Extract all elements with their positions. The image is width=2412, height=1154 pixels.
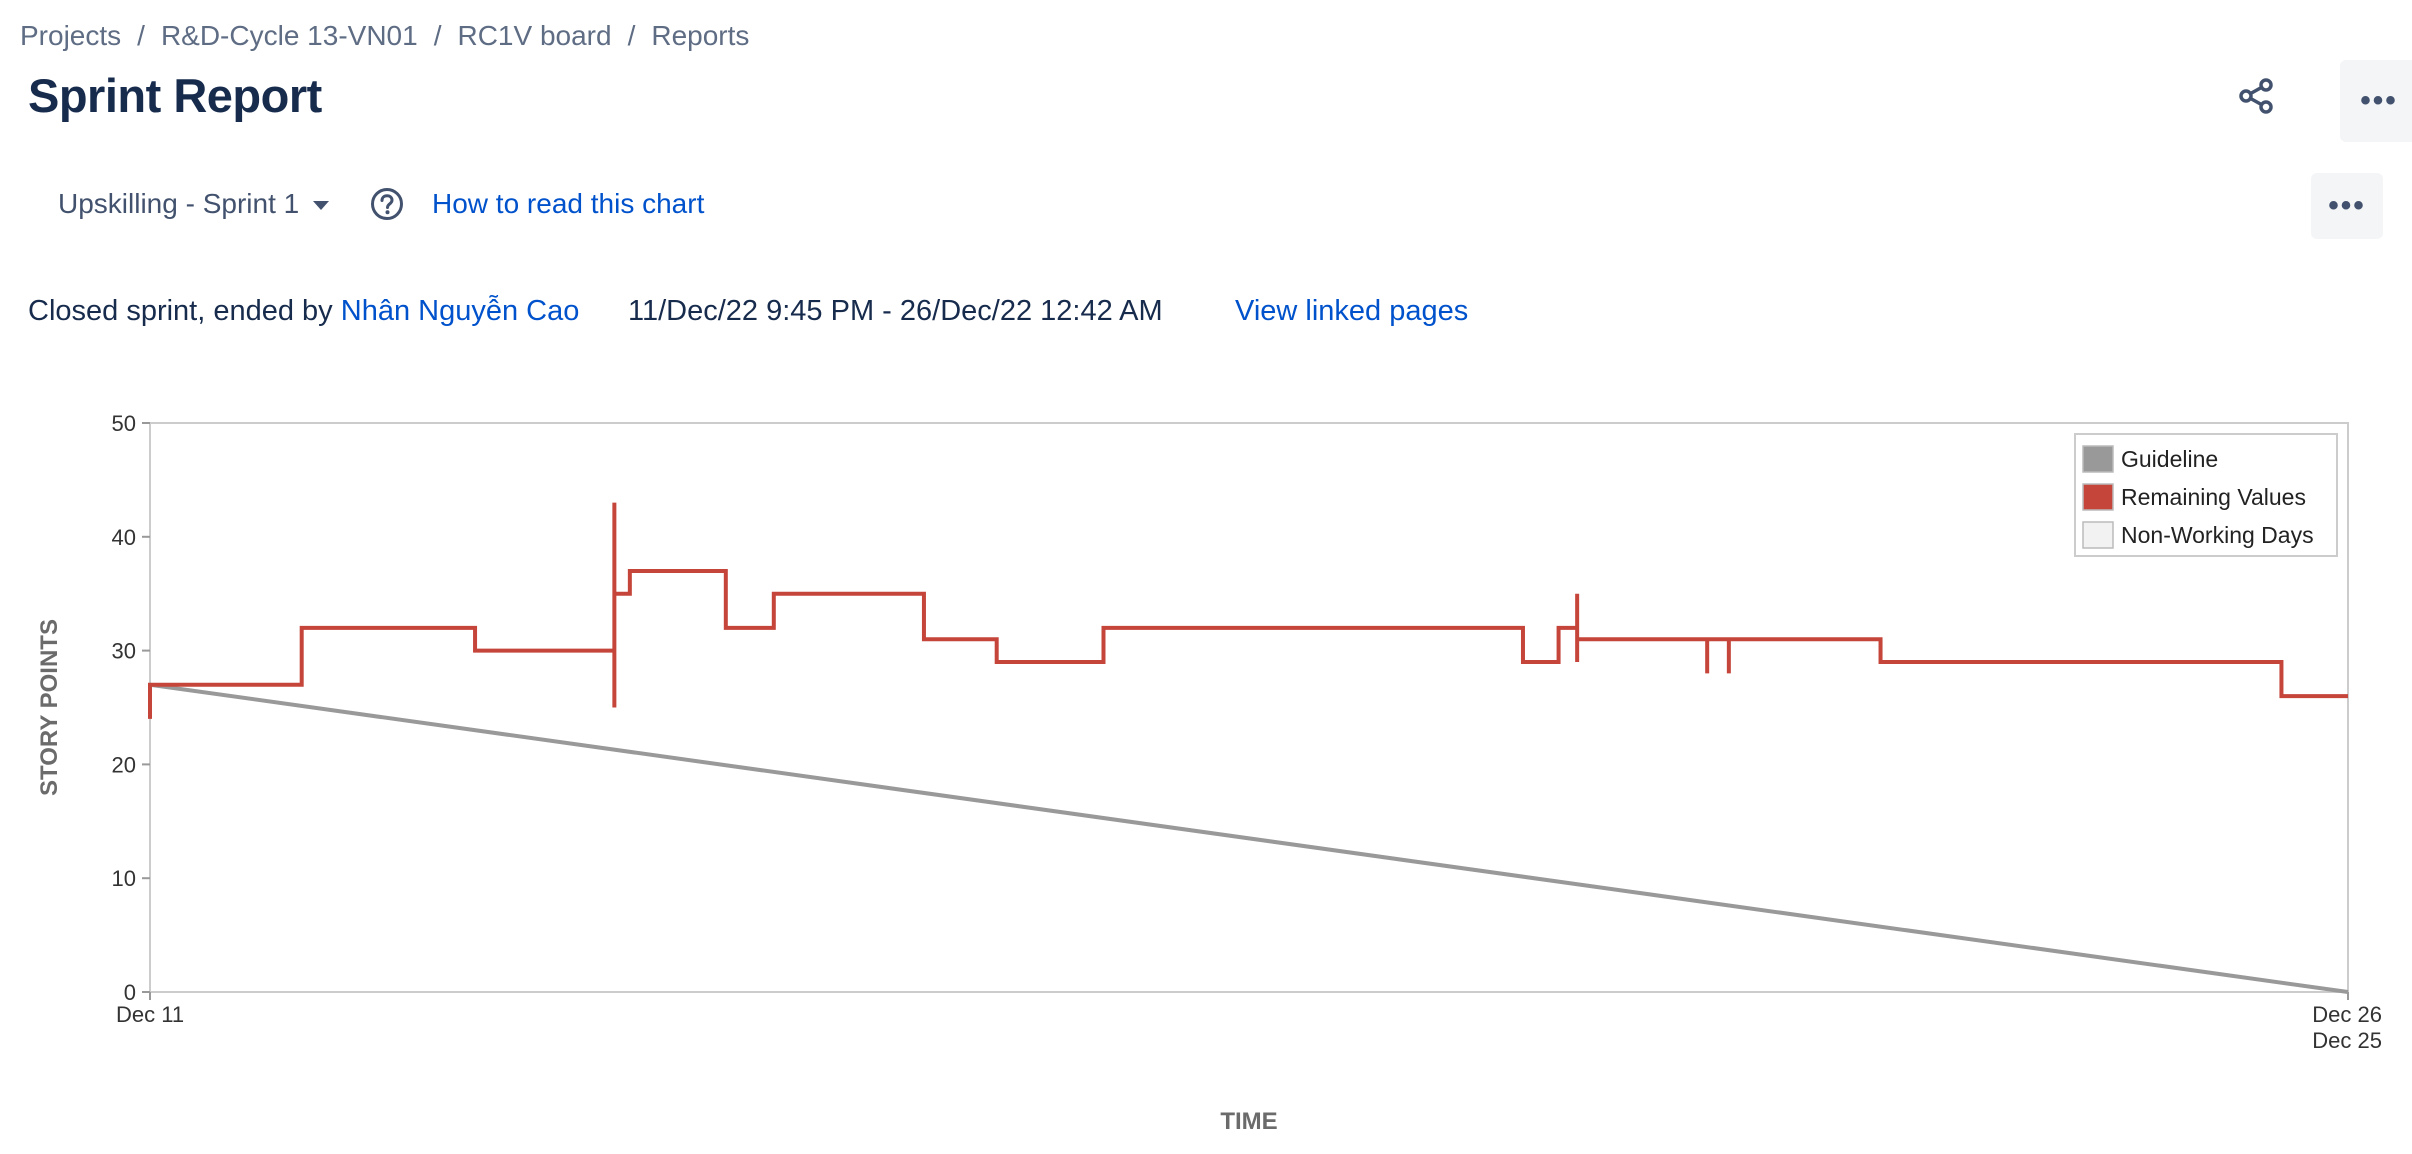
- legend-swatch: [2082, 521, 2114, 549]
- sprint-closer-link[interactable]: Nhân Nguyễn Cao: [340, 295, 580, 327]
- series-guideline: [149, 682, 2349, 994]
- share-button[interactable]: [2220, 60, 2292, 132]
- legend-label: Guideline: [2121, 446, 2218, 472]
- x-axis-title: TIME: [1220, 1108, 1277, 1135]
- legend-label: Non-Working Days: [2121, 522, 2314, 548]
- y-tick-label: 0: [124, 980, 136, 1005]
- x-tick-label: Dec 26: [2312, 1002, 2382, 1027]
- legend-swatch: [2082, 483, 2114, 511]
- breadcrumb-separator: /: [433, 20, 442, 51]
- series-remaining-values: [148, 502, 2348, 719]
- more-icon: •••: [2360, 84, 2398, 117]
- legend: [2074, 433, 2338, 557]
- sprint-selector-value: Upskilling - Sprint 1: [58, 188, 300, 219]
- y-tick-label: 20: [112, 752, 136, 777]
- sprint-status: Closed sprint, ended by Nhân Nguyễn Cao: [28, 295, 579, 328]
- sprint-selector[interactable]: Upskilling - Sprint 1: [58, 188, 330, 220]
- page-more-button[interactable]: •••: [2340, 60, 2412, 142]
- breadcrumb-reports[interactable]: Reports: [651, 20, 750, 51]
- legend-swatch: [2082, 445, 2114, 473]
- y-tick-label: 30: [112, 639, 136, 664]
- x-tick-label: Dec 25: [2312, 1028, 2382, 1053]
- x-tick-label: Dec 11: [116, 1002, 184, 1027]
- sprint-status-prefix: Closed sprint, ended by: [28, 295, 341, 327]
- sprint-dates: 11/Dec/22 9:45 PM - 26/Dec/22 12:42 AM: [628, 295, 1163, 327]
- y-tick-label: 10: [112, 866, 136, 891]
- y-tick-label: 40: [112, 525, 136, 550]
- plot-area: [149, 422, 2349, 993]
- how-to-read-chart-link[interactable]: How to read this chart: [432, 188, 705, 219]
- question-circle-icon[interactable]: [370, 187, 404, 221]
- breadcrumb: Projects / R&D-Cycle 13-VN01 / RC1V boar…: [20, 20, 749, 52]
- y-axis-title: STORY POINTS: [36, 619, 63, 796]
- chevron-down-icon: [313, 200, 330, 210]
- breadcrumb-projects[interactable]: Projects: [20, 20, 122, 51]
- breadcrumb-separator: /: [627, 20, 636, 51]
- chart-more-button[interactable]: •••: [2311, 173, 2383, 239]
- more-icon: •••: [2328, 189, 2366, 222]
- legend-label: Remaining Values: [2121, 484, 2306, 510]
- breadcrumb-board[interactable]: RC1V board: [457, 20, 612, 51]
- share-icon: [2239, 78, 2273, 114]
- y-tick-label: 50: [112, 411, 136, 436]
- breadcrumb-project[interactable]: R&D-Cycle 13-VN01: [160, 20, 418, 51]
- page-title: Sprint Report: [28, 69, 322, 122]
- breadcrumb-separator: /: [137, 20, 145, 51]
- view-linked-pages-link[interactable]: View linked pages: [1235, 295, 1469, 327]
